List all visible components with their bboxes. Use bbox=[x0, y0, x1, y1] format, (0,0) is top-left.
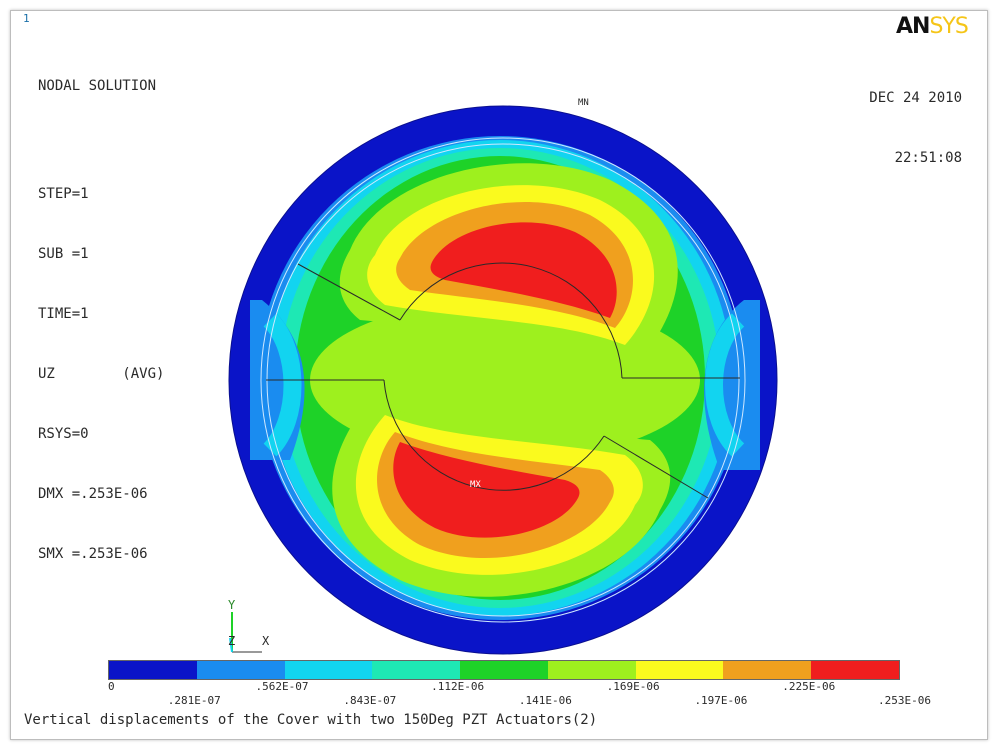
logo-text-sys: SYS bbox=[929, 14, 968, 39]
contour-plot bbox=[228, 105, 778, 655]
ansys-logo: ANSYS bbox=[896, 14, 969, 39]
plot-caption: Vertical displacements of the Cover with… bbox=[24, 712, 598, 728]
legend-tick-label: .197E-06 bbox=[694, 694, 748, 707]
date-text: DEC 24 2010 bbox=[869, 90, 962, 106]
axis-triad-icon bbox=[229, 612, 262, 653]
info-line-dmx: DMX =.253E-06 bbox=[38, 486, 148, 502]
info-line-time: TIME=1 bbox=[38, 306, 89, 322]
legend-swatch bbox=[109, 661, 197, 679]
axis-x-label: X bbox=[262, 634, 270, 648]
legend-swatch bbox=[811, 661, 900, 679]
info-line-rsys: RSYS=0 bbox=[38, 426, 89, 442]
geometry-lines bbox=[266, 262, 740, 499]
legend-swatch bbox=[284, 661, 373, 679]
window-number: 1 bbox=[23, 12, 30, 25]
info-line-sub: SUB =1 bbox=[38, 246, 89, 262]
min-marker: MN bbox=[578, 98, 589, 108]
axis-z-label: Z bbox=[228, 634, 236, 648]
timestamp: DEC 24 2010 22:51:08 bbox=[869, 48, 962, 188]
legend-swatch bbox=[547, 661, 636, 679]
axis-y-label: Y bbox=[228, 598, 236, 612]
legend-tick-label: 0 bbox=[108, 680, 115, 693]
contour-legend bbox=[108, 660, 900, 680]
legend-swatch bbox=[460, 661, 548, 679]
solution-info: NODAL SOLUTION STEP=1 SUB =1 TIME=1 UZ (… bbox=[38, 36, 164, 584]
legend-tick-label: .843E-07 bbox=[343, 694, 397, 707]
max-marker: MX bbox=[470, 480, 481, 490]
legend-tick-label: .169E-06 bbox=[606, 680, 660, 693]
time-text: 22:51:08 bbox=[894, 150, 962, 166]
legend-swatch bbox=[372, 661, 461, 679]
legend-tick-label: .141E-06 bbox=[518, 694, 572, 707]
info-line-step: STEP=1 bbox=[38, 186, 89, 202]
legend-tick-label: .112E-06 bbox=[431, 680, 485, 693]
legend-swatch bbox=[635, 661, 724, 679]
info-line-uz: UZ (AVG) bbox=[38, 366, 165, 382]
legend-tick-label: .281E-07 bbox=[167, 694, 221, 707]
info-line-smx: SMX =.253E-06 bbox=[38, 546, 148, 562]
legend-tick-label: .562E-07 bbox=[255, 680, 309, 693]
axis-triad: Y Z X bbox=[220, 598, 290, 662]
displacement-contours bbox=[229, 106, 777, 654]
logo-text-an: AN bbox=[896, 14, 930, 39]
legend-swatch bbox=[196, 661, 285, 679]
legend-swatch bbox=[723, 661, 812, 679]
legend-tick-label: .225E-06 bbox=[782, 680, 836, 693]
legend-tick-label: .253E-06 bbox=[878, 694, 931, 707]
info-line-title: NODAL SOLUTION bbox=[38, 78, 157, 94]
plate-outline bbox=[228, 105, 778, 655]
